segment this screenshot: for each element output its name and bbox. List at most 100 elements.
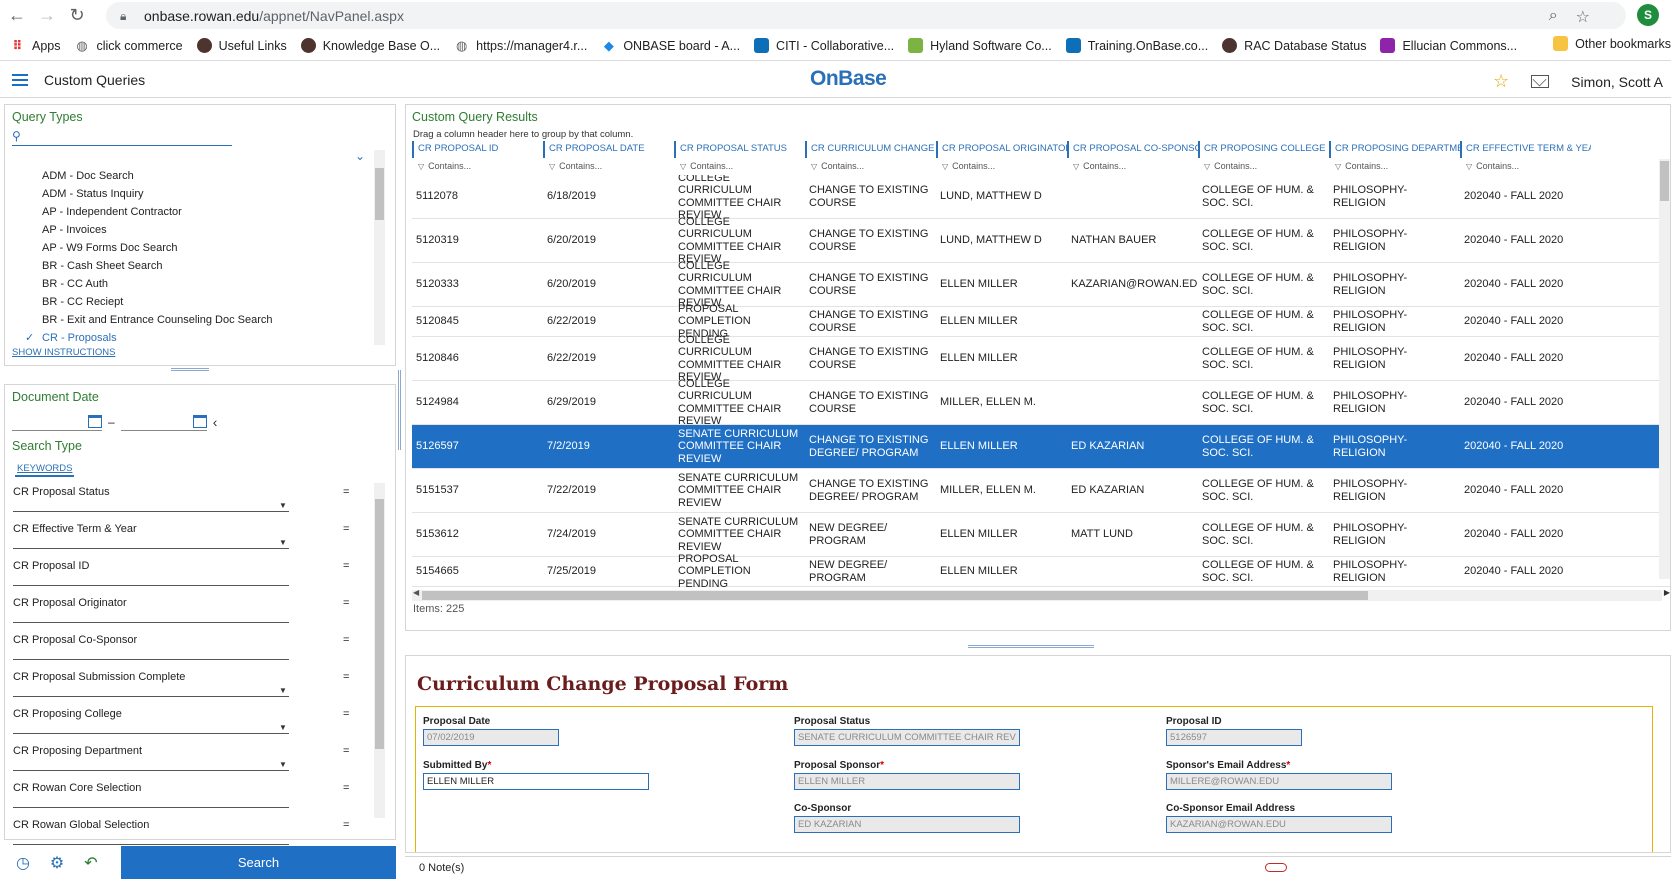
- dropdown-arrow-icon[interactable]: ▼: [279, 686, 287, 695]
- filter-field[interactable]: ▽ Contains...: [680, 158, 789, 175]
- column-filter-input[interactable]: ▽ Contains...: [1460, 158, 1591, 175]
- keyword-input[interactable]: [13, 511, 289, 512]
- user-name[interactable]: Simon, Scott A: [1571, 73, 1663, 90]
- filter-funnel-icon[interactable]: ▽: [418, 162, 425, 171]
- operator-label[interactable]: =: [343, 819, 350, 831]
- filter-field[interactable]: ▽ Contains...: [1204, 158, 1313, 175]
- search-button[interactable]: Search: [121, 846, 396, 879]
- filter-field[interactable]: ▽ Contains...: [942, 158, 1051, 175]
- operator-label[interactable]: =: [343, 782, 350, 794]
- forward-arrow-icon[interactable]: →: [38, 5, 56, 25]
- operator-label[interactable]: =: [343, 745, 350, 757]
- bookmark-item[interactable]: RAC Database Status: [1222, 38, 1366, 53]
- column-filter-input[interactable]: ▽ Contains...: [412, 158, 543, 175]
- column-header[interactable]: CR CURRICULUM CHANGE T...: [805, 141, 936, 158]
- other-bookmarks[interactable]: Other bookmarks: [1547, 36, 1671, 51]
- dropdown-arrow-icon[interactable]: ▼: [279, 760, 287, 769]
- column-filter-input[interactable]: ▽ Contains...: [543, 158, 674, 175]
- submitted-by-input[interactable]: ELLEN MILLER: [423, 773, 649, 790]
- proposal-id-input[interactable]: 5126597: [1166, 729, 1302, 746]
- favorites-star-icon[interactable]: ☆: [1493, 71, 1510, 91]
- keyword-input[interactable]: [13, 770, 289, 771]
- column-header[interactable]: CR PROPOSAL CO-SPONSOR: [1067, 141, 1198, 158]
- keyword-input[interactable]: [13, 585, 289, 586]
- calendar-icon[interactable]: [88, 415, 102, 428]
- filter-funnel-icon[interactable]: ▽: [680, 162, 687, 171]
- address-bar[interactable]: 🔒︎ onbase.rowan.edu/appnet/NavPanel.aspx…: [106, 2, 1626, 29]
- filter-field[interactable]: ▽ Contains...: [549, 158, 658, 175]
- column-header[interactable]: CR PROPOSAL ORIGINATOR: [936, 141, 1067, 158]
- query-type-item[interactable]: AP - Independent Contractor: [42, 206, 182, 218]
- proposal-date-input[interactable]: 07/02/2019: [423, 729, 559, 746]
- vertical-splitter-handle[interactable]: [398, 370, 401, 450]
- column-header[interactable]: CR PROPOSAL DATE: [543, 141, 674, 158]
- operator-label[interactable]: =: [343, 486, 350, 498]
- user-settings-icon[interactable]: ⚙: [49, 854, 65, 872]
- results-vertical-scrollbar[interactable]: [1659, 159, 1670, 579]
- table-row[interactable]: 5151537 7/22/2019 SENATE CURRICULUM COMMIT…: [412, 469, 1670, 513]
- operator-label[interactable]: =: [343, 671, 350, 683]
- calendar-icon[interactable]: [192, 415, 207, 428]
- column-filter-input[interactable]: ▽ Contains...: [805, 158, 936, 175]
- table-row[interactable]: 5153612 7/24/2019 SENATE CURRICULUM COMMIT…: [412, 513, 1670, 557]
- scroll-right-icon[interactable]: ▶: [1663, 588, 1670, 597]
- filter-funnel-icon[interactable]: ▽: [1466, 162, 1473, 171]
- column-header[interactable]: CR PROPOSING DEPARTMENT: [1329, 141, 1460, 158]
- query-type-item[interactable]: BR - Cash Sheet Search: [42, 260, 163, 272]
- chevron-down-icon[interactable]: ⌄: [354, 149, 365, 163]
- column-filter-input[interactable]: ▽ Contains...: [1329, 158, 1460, 175]
- operator-label[interactable]: =: [343, 560, 350, 572]
- results-splitter-handle[interactable]: [968, 645, 1094, 648]
- query-type-item[interactable]: ADM - Status Inquiry: [42, 188, 144, 200]
- dropdown-arrow-icon[interactable]: ▼: [279, 723, 287, 732]
- query-type-item[interactable]: AP - Invoices: [42, 224, 107, 236]
- operator-label[interactable]: =: [343, 597, 350, 609]
- back-arrow-icon[interactable]: ←: [8, 5, 26, 25]
- query-type-item[interactable]: BR - CC Auth: [42, 278, 109, 290]
- filter-funnel-icon[interactable]: ▽: [811, 162, 818, 171]
- query-type-item[interactable]: CR - Proposals: [13, 329, 363, 347]
- column-filter-input[interactable]: ▽ Contains...: [674, 158, 805, 175]
- column-header[interactable]: CR PROPOSAL ID: [412, 141, 543, 158]
- table-row[interactable]: 5112078 6/18/2019 COLLEGE CURRICULUM COMMI…: [412, 175, 1670, 221]
- operator-label[interactable]: =: [343, 523, 350, 535]
- bookmark-star-icon[interactable]: ☆: [1575, 9, 1590, 26]
- keyword-input[interactable]: [13, 696, 289, 697]
- column-header[interactable]: CR PROPOSING COLLEGE: [1198, 141, 1329, 158]
- bookmark-item[interactable]: ◆ ONBASE board - A...: [601, 38, 740, 53]
- operator-label[interactable]: =: [343, 708, 350, 720]
- hamburger-menu-icon[interactable]: [12, 73, 28, 86]
- table-row[interactable]: 5124984 6/29/2019 COLLEGE CURRICULUM COMMI…: [412, 378, 1670, 427]
- column-filter-input[interactable]: ▽ Contains...: [1198, 158, 1329, 175]
- keyword-scrollbar[interactable]: [374, 483, 385, 818]
- keyword-input[interactable]: [13, 622, 289, 623]
- query-type-item[interactable]: ADM - Doc Search: [42, 170, 134, 182]
- filter-field[interactable]: ▽ Contains...: [811, 158, 920, 175]
- bookmark-item[interactable]: Ellucian Commons...: [1380, 38, 1517, 53]
- query-type-item[interactable]: BR - Exit and Entrance Counseling Doc Se…: [42, 314, 273, 326]
- table-row[interactable]: 5120319 6/20/2019 COLLEGE CURRICULUM COMMI…: [412, 216, 1670, 265]
- column-header[interactable]: CR PROPOSAL STATUS: [674, 141, 805, 158]
- query-types-search-input[interactable]: ⚲: [12, 129, 232, 146]
- notes-count[interactable]: 0 Note(s): [419, 862, 465, 874]
- attachment-stapler-icon[interactable]: [1265, 863, 1287, 872]
- bookmark-item[interactable]: Knowledge Base O...: [300, 38, 440, 53]
- table-row[interactable]: 5120845 6/22/2019 PROPOSAL COMPLETION PEND…: [412, 303, 1670, 340]
- reload-icon[interactable]: ↻: [69, 5, 85, 25]
- chevron-left-icon[interactable]: ‹: [212, 414, 218, 430]
- bookmark-item[interactable]: Useful Links: [196, 38, 287, 53]
- scroll-left-icon[interactable]: ◀: [413, 588, 420, 597]
- keyword-input[interactable]: [13, 807, 289, 808]
- bookmark-item[interactable]: ◍ https://manager4.r...: [454, 38, 587, 53]
- proposal-sponsor-input[interactable]: ELLEN MILLER: [794, 773, 1020, 790]
- bookmark-item[interactable]: Training.OnBase.co...: [1065, 38, 1208, 53]
- filter-funnel-icon[interactable]: ▽: [942, 162, 949, 171]
- bookmark-item[interactable]: CITI - Collaborative...: [754, 38, 894, 53]
- column-filter-input[interactable]: ▽ Contains...: [1067, 158, 1198, 175]
- panel-splitter-handle[interactable]: [171, 368, 209, 371]
- history-clock-icon[interactable]: ◷: [16, 854, 30, 872]
- column-header[interactable]: CR EFFECTIVE TERM & YEAR: [1460, 141, 1591, 158]
- date-to-input[interactable]: [120, 413, 207, 431]
- co-sponsor-input[interactable]: ED KAZARIAN: [794, 816, 1020, 833]
- bookmark-item[interactable]: ◍ click commerce: [75, 38, 182, 53]
